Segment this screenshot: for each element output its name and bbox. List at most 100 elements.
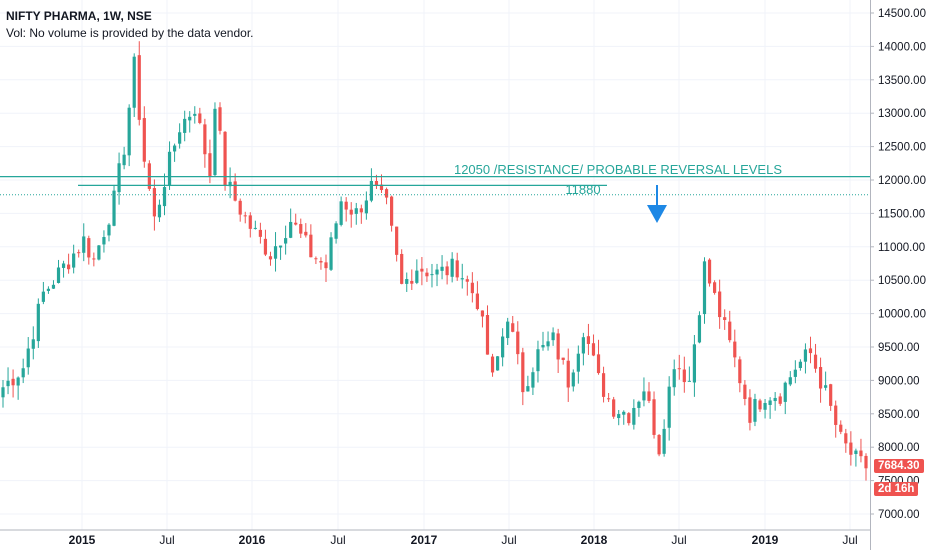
candle-body [369,180,374,201]
candle-body [475,293,479,310]
candle-body [354,208,358,214]
candle-body [526,386,530,392]
candle-body [329,237,333,270]
candle-body [314,258,318,260]
candle-body [273,246,278,259]
candle-body [67,264,71,270]
candle-body [420,268,424,272]
candle-body [637,401,641,408]
candle-body [844,433,848,444]
candle-body [56,267,61,283]
candle-body [253,227,257,229]
candle-body [284,238,288,244]
candle-body [162,187,167,207]
candle-body [294,222,298,225]
candle-body [309,234,313,258]
support-label: 11880 [565,182,600,197]
candle-body [667,386,671,428]
candle-body [31,339,35,349]
candle-body [304,231,308,236]
candle-body [662,428,666,454]
candle-body [334,223,338,239]
candle-body [495,356,500,371]
candle-body [536,349,540,372]
time-tick-label: 2015 [69,533,96,547]
candle-body [117,163,121,193]
candle-body [743,384,747,399]
candle-body [607,398,611,400]
candle-body [36,303,40,342]
candle-body [788,377,792,385]
time-tick-label: Jul [842,533,857,547]
candle-body [511,323,515,332]
candle-body [839,424,843,432]
candle-body [612,399,616,417]
candle-body [137,55,141,120]
candle-body [808,348,813,354]
candle-body [203,124,207,155]
candle-body [748,397,752,423]
candle-body [516,331,520,355]
candle-body [632,407,636,425]
candle-body [384,189,389,198]
candle-body [324,262,328,269]
resistance-levels [0,176,870,196]
candle-body [142,118,146,162]
candle-body [571,372,575,387]
candle-body [702,261,707,315]
candle-body [450,258,454,277]
candle-body [531,372,535,388]
candle-body [859,450,863,457]
candle-body [697,315,702,343]
candle-body [803,349,808,362]
time-tick-label: Jul [330,533,345,547]
candle-body [127,107,131,156]
candle-body [344,201,348,210]
candle-body [849,442,853,455]
candle-body [102,237,106,245]
candle-body [188,116,192,121]
candle-body [480,310,485,317]
time-tick-label: Jul [501,533,516,547]
candle-body [596,354,601,374]
candle-body [723,317,727,320]
candle-body [465,279,469,282]
candle-body [107,224,111,236]
candle-body [541,345,545,348]
candle-body [566,360,570,388]
candle-body [218,107,222,131]
candle-body [753,398,757,422]
candle-body [112,190,116,226]
candle-body [238,200,242,215]
time-axis: 2015 Jul 2016 Jul 2017 Jul 2018 Jul 2019 Jul [69,533,858,547]
candle-body [152,188,157,217]
candle-body [379,184,384,191]
candle-body [733,341,737,358]
candle-body [692,344,697,383]
candle-body [1,387,5,398]
candlestick-series [1,41,868,481]
candle-body [289,221,293,238]
candle-body [763,402,767,410]
countdown-badge: 2d 16h [874,482,919,496]
candle-body [77,252,81,254]
candle-body [21,368,25,378]
candle-body [72,253,76,268]
candle-body [278,245,283,248]
candle-body [132,56,136,108]
candle-body [834,405,838,425]
candle-body [672,369,676,388]
candle-body [258,229,262,237]
candle-body [707,259,712,284]
price-axis[interactable] [870,0,932,550]
candle-body [46,288,51,291]
candle-body [349,209,353,215]
candle-body [824,385,828,388]
candle-body [213,108,217,176]
candle-body [818,366,823,389]
candle-body [16,377,20,386]
down-arrow-icon [647,185,667,223]
candle-body [718,291,722,318]
chart-legend: NIFTY PHARMA, 1W, NSE Vol: No volume is … [6,8,253,42]
